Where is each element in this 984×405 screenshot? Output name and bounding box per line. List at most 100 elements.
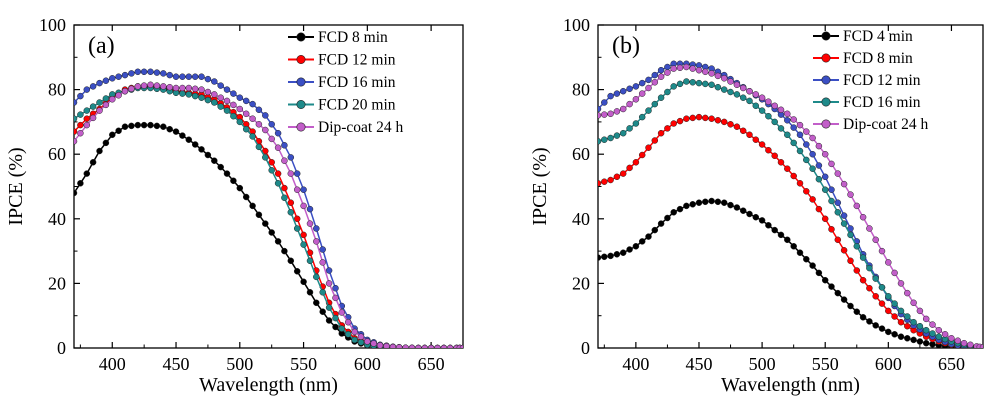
data-point (319, 246, 326, 253)
data-point (765, 222, 772, 229)
data-point (702, 68, 709, 76)
data-point (790, 116, 797, 123)
data-point (306, 205, 314, 213)
data-point (840, 220, 848, 227)
legend-entry: Dip-coat 24 h (813, 116, 928, 133)
panel-label: (a) (88, 33, 115, 59)
legend-swatch-marker (296, 77, 306, 87)
data-point (821, 186, 829, 193)
data-point (89, 159, 97, 166)
data-point (657, 129, 665, 137)
x-axis-title: Wavelength (nm) (721, 374, 860, 396)
series-dip-coat-24-h (74, 81, 463, 348)
data-point (821, 173, 829, 181)
data-point (332, 284, 339, 292)
data-point (281, 184, 288, 192)
y-tick-label: 40 (572, 209, 590, 229)
data-point (236, 94, 244, 101)
data-point (370, 340, 377, 347)
data-point (777, 106, 785, 114)
data-point (204, 96, 212, 104)
data-point (897, 307, 905, 315)
data-point (160, 70, 167, 77)
legend-label: Dip-coat 24 h (318, 119, 403, 136)
data-point (376, 342, 384, 348)
data-point (115, 92, 122, 99)
data-point (128, 122, 135, 130)
data-point (313, 225, 320, 232)
data-point (790, 139, 797, 147)
data-point (415, 344, 422, 348)
data-point (306, 289, 314, 296)
data-point (211, 99, 218, 106)
data-point (708, 81, 715, 89)
x-axis-title: Wavelength (nm) (199, 374, 338, 396)
data-point (89, 83, 97, 90)
data-point (102, 77, 110, 84)
data-point (632, 120, 640, 127)
data-point (434, 344, 441, 348)
data-point (645, 84, 652, 92)
data-point (859, 276, 867, 284)
data-point (255, 211, 263, 219)
data-point (300, 241, 307, 248)
data-point (601, 253, 608, 261)
legend-label: FCD 8 min (843, 50, 913, 67)
data-point (758, 107, 766, 114)
data-point (440, 344, 448, 348)
legend-entry: FCD 12 min (813, 72, 921, 89)
data-point (211, 91, 218, 98)
data-point (287, 170, 295, 177)
data-point (929, 330, 936, 337)
data-point (300, 202, 307, 210)
data-point (638, 238, 646, 245)
legend-swatch-marker (821, 53, 831, 63)
data-point (128, 70, 135, 77)
data-point (733, 81, 741, 89)
data-point (102, 95, 110, 102)
data-point (140, 68, 148, 76)
data-point (268, 135, 275, 143)
data-point (121, 87, 129, 95)
series-line (74, 71, 463, 348)
data-point (211, 157, 218, 164)
data-point (790, 172, 797, 180)
data-point (191, 92, 199, 100)
data-point (765, 98, 772, 105)
x-tick-label: 600 (354, 354, 381, 374)
data-point (904, 322, 911, 330)
data-point (102, 139, 110, 147)
data-point (281, 194, 288, 202)
x-tick-label: 500 (749, 354, 776, 374)
data-point (948, 335, 955, 342)
data-point (223, 170, 231, 177)
legend-entry: FCD 16 min (813, 94, 921, 111)
data-point (657, 220, 665, 227)
data-point (885, 328, 892, 336)
data-point (803, 141, 810, 148)
data-point (166, 71, 173, 79)
data-point (217, 163, 224, 171)
data-point (720, 75, 728, 82)
legend-label: FCD 16 min (843, 94, 921, 111)
data-point (815, 175, 823, 183)
data-point (689, 65, 696, 72)
chart-panel-1: 400 450 500 550 600 650 0 20 40 60 80 100 Wavelength… (529, 15, 984, 396)
y-tick-label: 40 (48, 209, 66, 229)
data-point (847, 191, 854, 198)
data-point (752, 213, 760, 221)
data-point (281, 157, 288, 164)
data-point (185, 73, 193, 80)
data-point (249, 115, 256, 122)
data-point (96, 99, 103, 106)
data-point (626, 246, 633, 253)
data-point (121, 123, 129, 130)
data-point (935, 326, 943, 334)
data-point (300, 231, 307, 239)
data-point (695, 66, 703, 74)
legend-swatch-marker (296, 54, 306, 64)
data-point (287, 257, 295, 265)
data-point (626, 85, 633, 93)
legend-swatch-marker (296, 100, 306, 110)
